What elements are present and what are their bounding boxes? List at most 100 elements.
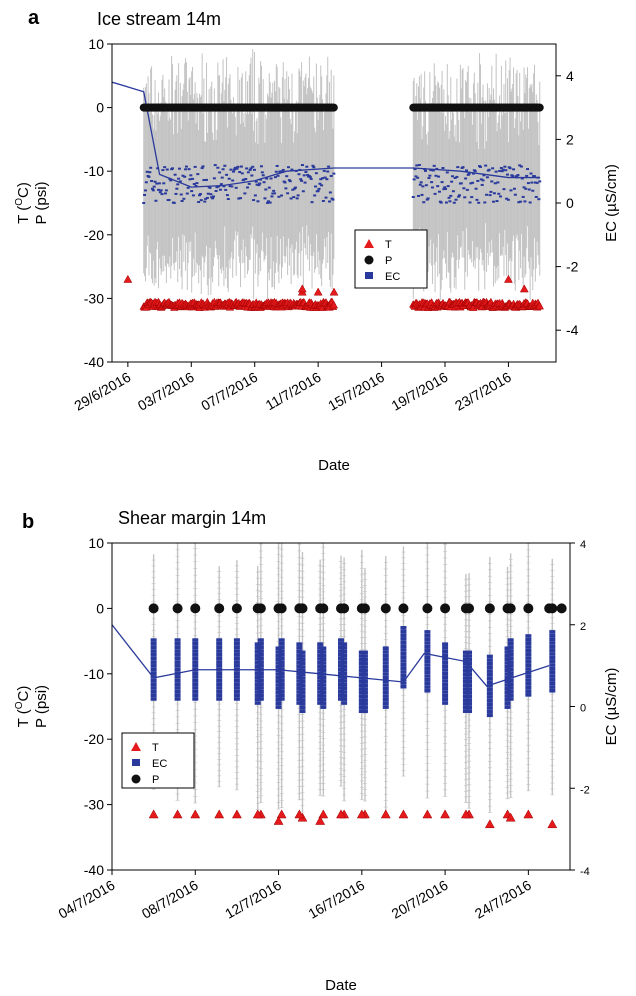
- ec-point: [201, 165, 205, 168]
- ec-point: [358, 661, 365, 666]
- ec-point: [444, 201, 448, 204]
- ec-point: [525, 674, 532, 679]
- ec-point: [528, 201, 532, 204]
- ec-point: [233, 693, 240, 698]
- ec-point: [148, 171, 152, 174]
- ec-point: [549, 681, 556, 686]
- ec-point: [358, 691, 365, 695]
- ec-point: [400, 659, 407, 663]
- ec-point: [341, 701, 348, 705]
- ec-point: [299, 691, 306, 695]
- ec-point: [189, 174, 193, 177]
- ec-point: [186, 186, 190, 189]
- ec-point: [227, 177, 231, 180]
- ec-point: [538, 180, 542, 183]
- ec-point: [504, 653, 511, 658]
- ec-point: [462, 687, 469, 691]
- legend-label: T: [152, 742, 159, 754]
- ec-point: [275, 690, 282, 695]
- chart-panel-a: a Ice stream 14m 10 0 -10 -20 -30 -40 4 2 0 -2 -4 29/…: [28, 7, 620, 474]
- ec-point: [192, 183, 196, 186]
- ec-point: [216, 686, 223, 690]
- ec-point: [233, 649, 240, 653]
- ec-point: [317, 668, 324, 672]
- ec-point: [225, 173, 229, 176]
- ec-point: [341, 649, 348, 654]
- t-point: [505, 812, 516, 822]
- ec-point: [453, 176, 457, 179]
- ec-point: [424, 688, 431, 693]
- ec-point: [192, 678, 199, 683]
- p-point: [190, 603, 201, 614]
- ec-point: [174, 686, 181, 690]
- ec-point: [511, 175, 515, 178]
- ec-point: [192, 693, 199, 698]
- ec-point: [150, 664, 157, 668]
- ec-point: [233, 641, 240, 646]
- ec-point: [270, 195, 274, 198]
- ec-point: [317, 701, 324, 705]
- ec-point: [442, 697, 449, 702]
- ec-point: [271, 192, 275, 195]
- ec-point: [293, 187, 297, 190]
- ec-point: [177, 177, 181, 180]
- ec-point: [479, 178, 483, 181]
- ec-point: [150, 638, 157, 642]
- ec-point: [486, 684, 493, 688]
- ec-point: [296, 690, 303, 694]
- ec-point: [145, 170, 149, 173]
- ec-point: [174, 689, 181, 694]
- ec-point: [361, 650, 368, 655]
- ec-point: [317, 649, 324, 654]
- ec-point: [320, 664, 327, 669]
- ec-point: [516, 174, 520, 177]
- ec-point: [507, 671, 514, 675]
- ec-point: [173, 173, 177, 176]
- ec-point: [442, 686, 449, 691]
- ec-point: [466, 694, 473, 699]
- p-point: [422, 603, 433, 614]
- ec-point: [512, 168, 516, 171]
- ec-point: [430, 181, 434, 184]
- ec-point: [320, 650, 327, 654]
- ec-point: [341, 657, 348, 661]
- ec-point: [299, 709, 306, 714]
- ec-point: [424, 670, 431, 675]
- ec-point: [278, 660, 285, 664]
- ec-point: [246, 171, 250, 174]
- ec-point: [213, 164, 217, 167]
- ec-point: [257, 686, 264, 690]
- ec-point: [180, 200, 184, 203]
- ec-point: [321, 177, 325, 180]
- ec-point: [174, 652, 181, 657]
- ec-point: [358, 650, 365, 655]
- ec-point: [414, 175, 418, 178]
- ec-point: [525, 682, 532, 686]
- ec-point: [445, 171, 449, 174]
- ec-point: [320, 705, 327, 709]
- ec-point: [489, 190, 493, 193]
- ec-point: [321, 199, 325, 202]
- ec-point: [278, 645, 285, 650]
- ec-point: [202, 179, 206, 182]
- ec-point: [442, 188, 446, 191]
- ec-point: [296, 679, 303, 683]
- ec-point: [278, 671, 285, 675]
- ec-point: [275, 675, 282, 680]
- ec-point: [525, 174, 529, 177]
- ec-point: [504, 697, 511, 702]
- ec-point: [486, 713, 493, 718]
- ec-point: [338, 656, 344, 661]
- ec-point: [296, 646, 303, 650]
- ec-point: [296, 653, 303, 658]
- ec-point: [500, 170, 504, 173]
- ec-point: [254, 701, 261, 705]
- ec-point: [462, 679, 469, 684]
- ec-point: [299, 665, 306, 669]
- legend-marker-square: [132, 759, 140, 766]
- ec-point: [275, 683, 282, 687]
- ec-point: [382, 705, 389, 709]
- t-point: [294, 809, 305, 819]
- t-point: [318, 809, 329, 819]
- t-outlier: [519, 284, 529, 293]
